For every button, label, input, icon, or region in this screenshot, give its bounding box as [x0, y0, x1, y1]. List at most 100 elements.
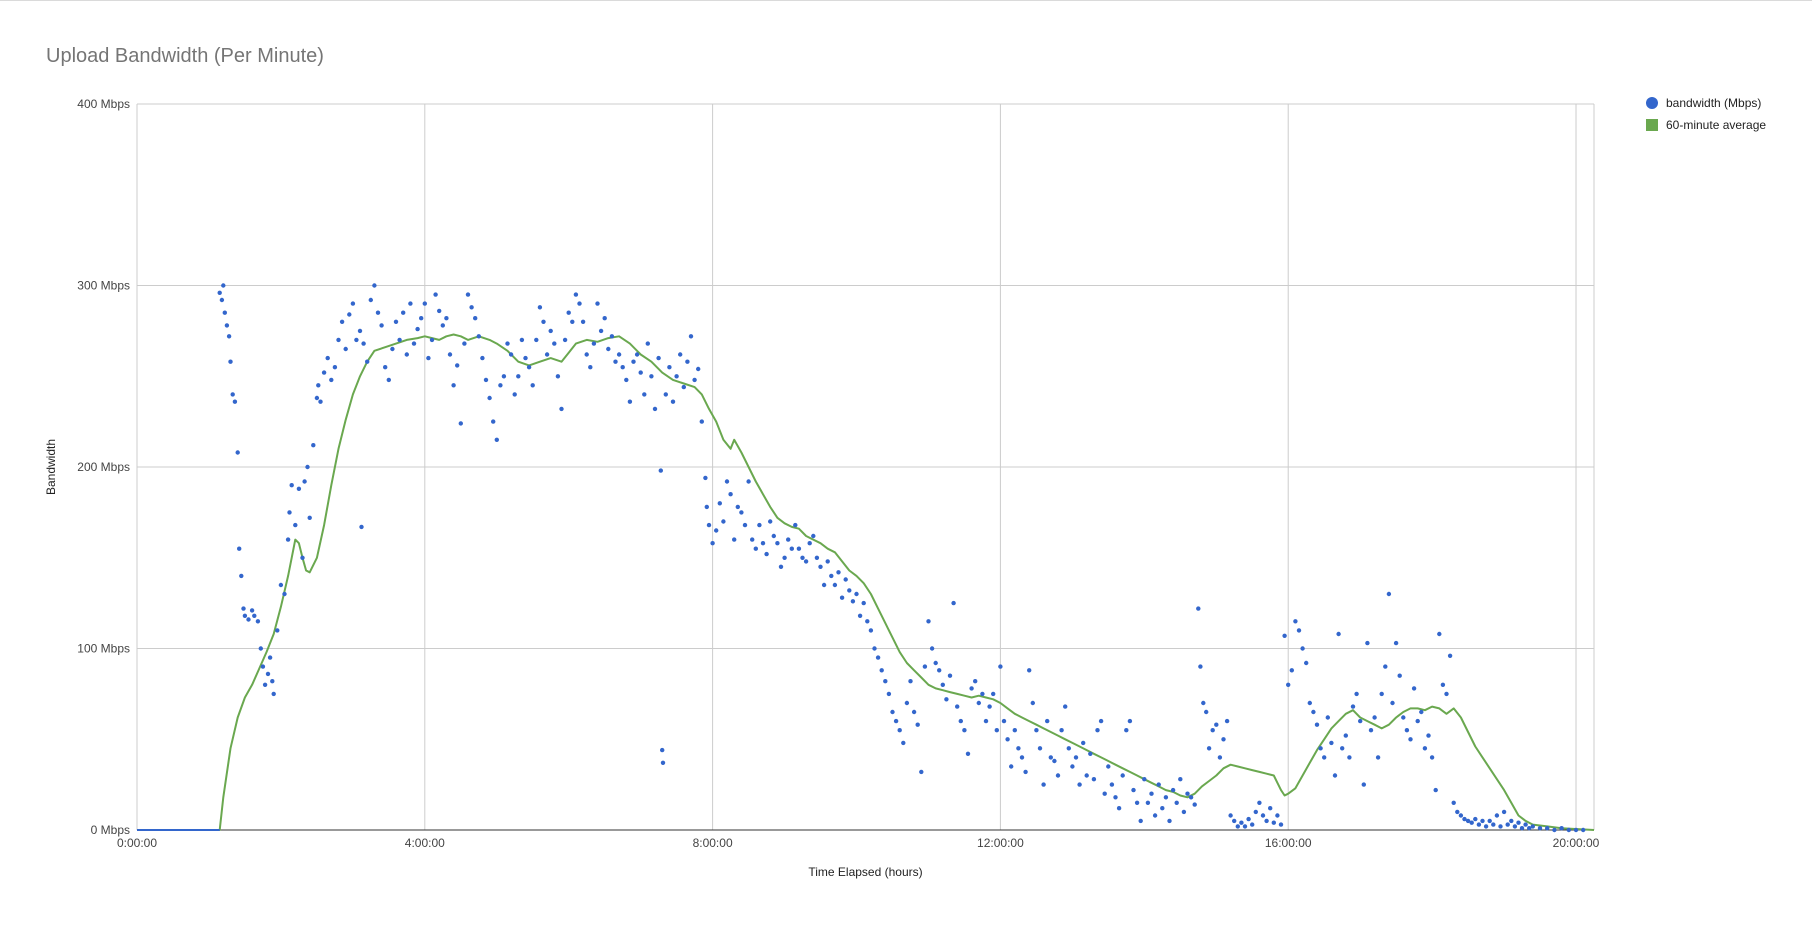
bandwidth-scatter-series	[137, 283, 1586, 833]
bandwidth-point	[336, 337, 341, 343]
bandwidth-point	[241, 606, 246, 611]
bandwidth-point	[656, 355, 661, 361]
bandwidth-point	[1440, 682, 1446, 687]
bandwidth-point	[861, 600, 866, 606]
bandwidth-point	[1343, 733, 1349, 738]
bandwidth-point	[1260, 813, 1266, 818]
bandwidth-point	[886, 691, 892, 697]
x-tick-label: 20:00:00	[1553, 836, 1600, 850]
bandwidth-point	[714, 528, 719, 533]
bandwidth-point	[1077, 782, 1082, 787]
bandwidth-point	[1188, 795, 1194, 800]
bandwidth-point	[559, 406, 564, 412]
bandwidth-point	[890, 709, 895, 715]
bandwidth-point	[1332, 773, 1338, 778]
bandwidth-point	[1239, 820, 1244, 825]
bandwidth-point	[1257, 800, 1262, 805]
bandwidth-point	[512, 392, 517, 397]
bandwidth-point	[1368, 728, 1374, 733]
bandwidth-point	[670, 399, 676, 404]
bandwidth-point	[1411, 686, 1417, 691]
bandwidth-point	[1167, 818, 1172, 824]
legend[interactable]: bandwidth (Mbps) 60-minute average	[1646, 96, 1766, 132]
bandwidth-point	[440, 323, 445, 328]
bandwidth-point	[447, 352, 453, 357]
bandwidth-point	[717, 501, 722, 506]
bandwidth-point	[901, 740, 906, 746]
x-axis-ticks: 0:00:00 4:00:00 8:00:00 12:00:00 16:00:00 20:…	[117, 836, 1600, 850]
bandwidth-point	[750, 537, 755, 542]
bandwidth-point	[947, 673, 953, 678]
bandwidth-point	[1519, 826, 1525, 831]
bandwidth-point	[1109, 782, 1115, 787]
bandwidth-point	[616, 352, 622, 357]
bandwidth-point	[1379, 691, 1384, 697]
x-tick-label: 12:00:00	[977, 836, 1024, 850]
bandwidth-point	[591, 341, 597, 346]
bandwidth-point	[347, 312, 352, 317]
bandwidth-point	[1066, 746, 1072, 751]
bandwidth-point	[929, 646, 935, 651]
bandwidth-point	[1404, 728, 1410, 733]
bandwidth-point	[1045, 718, 1050, 724]
bandwidth-point	[1098, 718, 1104, 724]
bandwidth-point	[854, 591, 859, 597]
bandwidth-point	[1307, 700, 1313, 706]
bandwidth-point	[401, 310, 406, 315]
bandwidth-point	[1253, 809, 1259, 815]
bandwidth-point	[1134, 800, 1140, 805]
bandwidth-point	[980, 691, 985, 697]
bandwidth-point	[1361, 782, 1367, 787]
bandwidth-point	[1530, 824, 1536, 829]
bandwidth-point	[282, 591, 287, 597]
bandwidth-point	[1476, 822, 1482, 827]
bandwidth-point	[1070, 764, 1075, 769]
bandwidth-point	[325, 355, 330, 361]
bandwidth-point	[620, 365, 625, 370]
bandwidth-point	[365, 359, 370, 364]
bandwidth-point	[1012, 728, 1017, 733]
bandwidth-point	[285, 537, 291, 542]
bandwidth-point	[624, 377, 629, 383]
bandwidth-point	[908, 679, 913, 684]
bandwidth-point	[1397, 673, 1402, 678]
bandwidth-point	[786, 537, 791, 542]
bandwidth-point	[1340, 746, 1345, 751]
bandwidth-point	[904, 700, 910, 706]
bandwidth-point	[958, 718, 963, 724]
bandwidth-point	[1145, 800, 1151, 805]
bandwidth-point	[893, 718, 899, 724]
bandwidth-point	[397, 337, 402, 343]
bandwidth-point	[1178, 777, 1183, 782]
bandwidth-point	[1487, 818, 1492, 824]
bandwidth-point	[955, 704, 960, 709]
bandwidth-point	[836, 570, 841, 575]
bandwidth-point	[408, 301, 413, 306]
bandwidth-point	[508, 352, 514, 357]
bandwidth-point	[847, 588, 852, 593]
top-border	[0, 0, 1812, 1]
bandwidth-point	[314, 395, 320, 401]
bandwidth-point	[1264, 818, 1269, 824]
bandwidth-point	[753, 546, 758, 551]
bandwidth-point	[228, 359, 233, 364]
bandwidth-point	[491, 419, 496, 424]
bandwidth-point	[613, 359, 618, 364]
bandwidth-point	[660, 747, 665, 753]
bandwidth-point	[368, 297, 373, 303]
bandwidth-point	[1206, 746, 1212, 751]
bandwidth-point	[226, 334, 232, 339]
bandwidth-point	[1314, 722, 1320, 727]
bandwidth-point	[289, 483, 294, 488]
bandwidth-point	[1537, 826, 1543, 831]
bandwidth-point	[973, 679, 978, 684]
bandwidth-point	[311, 443, 316, 448]
bandwidth-point	[1016, 746, 1021, 751]
bandwidth-point	[462, 341, 467, 346]
bandwidth-point	[1030, 700, 1036, 706]
bandwidth-point	[1102, 791, 1107, 796]
bandwidth-point	[739, 510, 744, 515]
bandwidth-point	[552, 341, 557, 346]
bandwidth-point	[1081, 740, 1086, 746]
bandwidth-point	[390, 346, 395, 352]
